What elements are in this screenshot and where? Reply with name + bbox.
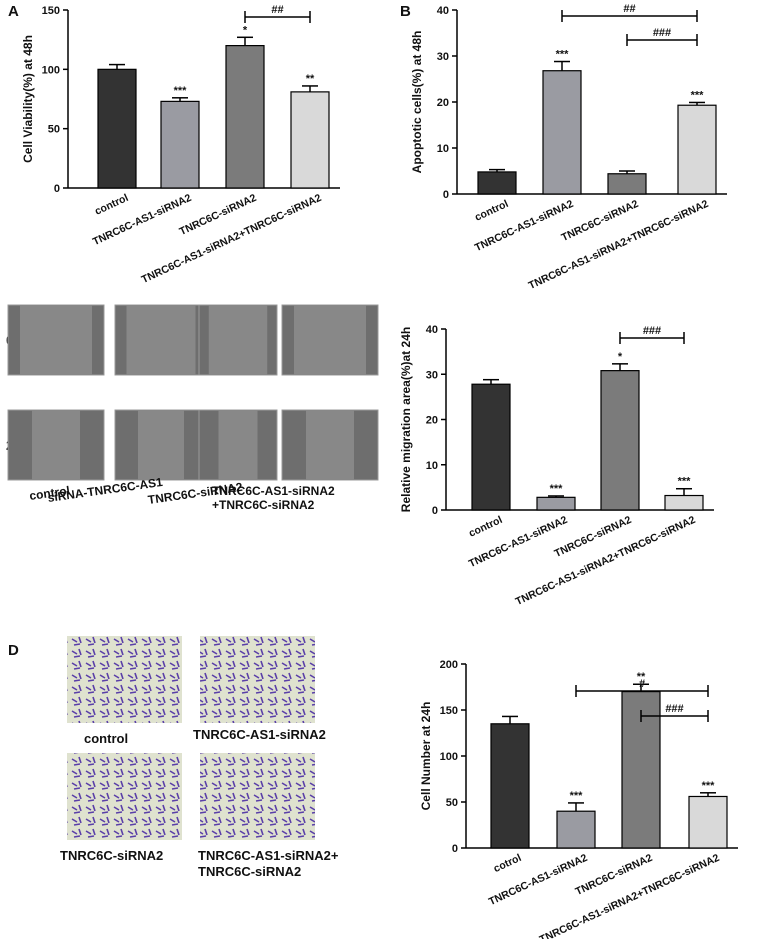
significance: ***	[556, 49, 570, 61]
bracket	[561, 10, 698, 22]
bracket	[640, 710, 709, 722]
y-tick-label: 50	[48, 124, 60, 136]
y-tick-label: 20	[426, 415, 438, 427]
y-tick-label: 40	[437, 5, 449, 17]
bar	[477, 171, 517, 195]
bar	[677, 104, 717, 195]
image-caption: TNRC6C-AS1-siRNA2+	[198, 848, 339, 863]
y-tick-label: 0	[54, 183, 60, 195]
significance: *	[243, 24, 248, 36]
transwell-image	[200, 636, 315, 723]
wound-gap	[126, 305, 196, 375]
y-tick-label: 30	[437, 51, 449, 63]
y-tick-label: 100	[440, 751, 458, 763]
bar	[556, 810, 596, 849]
wound-gap	[306, 410, 354, 480]
transwell-image	[67, 636, 182, 723]
significance: *	[618, 351, 623, 363]
wound-gap	[294, 305, 366, 375]
significance: ***	[691, 89, 705, 101]
bracket	[626, 34, 698, 46]
bracket-label: ###	[653, 27, 671, 39]
transwell-image	[200, 753, 315, 840]
significance: ***	[174, 85, 188, 97]
bar	[490, 723, 530, 849]
significance: **	[306, 73, 315, 85]
image-caption: TNRC6C-siRNA2	[60, 848, 163, 863]
significance: ***	[550, 483, 564, 495]
bracket-label: ###	[665, 703, 683, 715]
x-tick-label: control	[93, 192, 130, 218]
y-tick-label: 0	[443, 189, 449, 201]
panel-letter: B	[400, 3, 411, 20]
bar	[688, 795, 728, 849]
image-caption: TNRC6C-AS1-siRNA2	[212, 484, 335, 498]
wound-gap	[138, 410, 184, 480]
bar	[542, 70, 582, 195]
image-caption: control	[84, 731, 128, 746]
significance: ***	[678, 476, 692, 488]
y-axis-label: Apoptotic cells(%) at 48h	[410, 31, 424, 174]
y-axis-label: Relative migration area(%)at 24h	[399, 327, 413, 512]
wound-gap	[20, 305, 92, 375]
y-tick-label: 100	[42, 64, 60, 76]
image-caption: TNRC6C-siRNA2	[198, 864, 301, 879]
panel-letter: A	[8, 3, 19, 20]
image-caption: control	[28, 483, 70, 503]
wound-gap	[32, 410, 80, 480]
bracket-label: ##	[271, 4, 283, 16]
transwell-image	[67, 753, 182, 840]
bar	[97, 68, 137, 189]
y-tick-label: 10	[437, 143, 449, 155]
bracket-label: ##	[623, 3, 635, 15]
bracket	[244, 11, 311, 23]
y-tick-label: 150	[42, 5, 60, 17]
significance: ***	[570, 790, 584, 802]
y-tick-label: 0	[432, 505, 438, 517]
bar	[225, 44, 265, 189]
image-caption: +TNRC6C-siRNA2	[212, 498, 315, 512]
bracket-label: #	[639, 678, 645, 690]
bar	[160, 100, 200, 189]
y-tick-label: 40	[426, 324, 438, 336]
significance: **	[637, 671, 646, 683]
significance: ***	[702, 780, 716, 792]
bar	[607, 173, 647, 195]
bracket	[619, 332, 685, 344]
panel-letter: D	[8, 642, 19, 659]
bar	[471, 383, 511, 511]
bracket	[575, 685, 709, 697]
image-caption: TNRC6C-AS1-siRNA2	[193, 727, 326, 742]
y-tick-label: 200	[440, 659, 458, 671]
y-tick-label: 50	[446, 797, 458, 809]
bar	[290, 91, 330, 189]
wound-gap	[208, 305, 268, 375]
y-axis-label: Cell Viability(%) at 48h	[21, 35, 35, 163]
y-tick-label: 10	[426, 460, 438, 472]
y-axis-label: Cell Number at 24h	[419, 702, 433, 811]
y-tick-label: 20	[437, 97, 449, 109]
y-tick-label: 0	[452, 843, 458, 855]
y-tick-label: 150	[440, 705, 458, 717]
bar	[600, 370, 640, 511]
x-tick-label: cotrol	[492, 852, 524, 875]
bar	[536, 496, 576, 511]
bracket-label: ###	[643, 325, 661, 337]
x-tick-label: control	[473, 198, 510, 224]
bar	[664, 494, 704, 511]
wound-gap	[218, 410, 258, 480]
x-tick-label: control	[467, 514, 504, 540]
y-tick-label: 30	[426, 369, 438, 381]
